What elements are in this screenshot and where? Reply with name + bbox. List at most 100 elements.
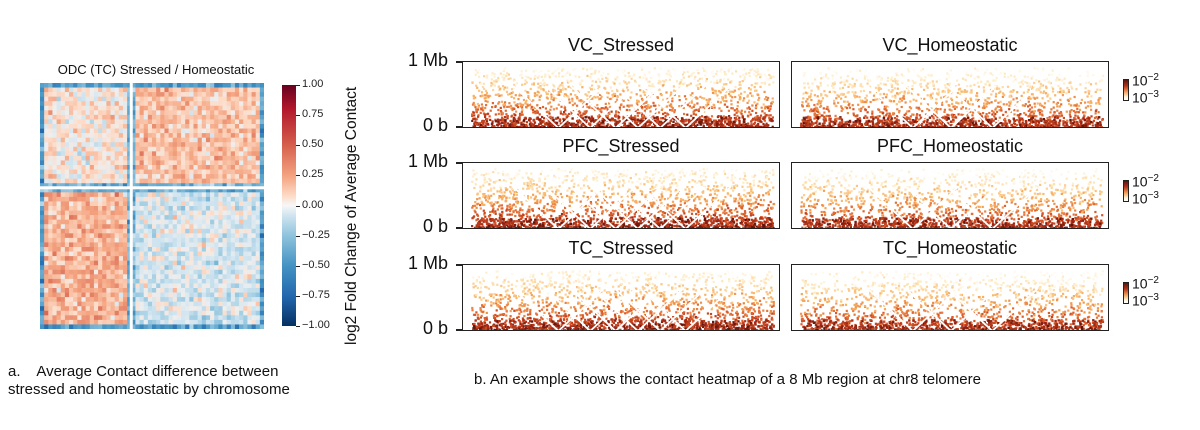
heatmap-cell: [131, 260, 136, 266]
heatmap-cell: [77, 260, 82, 266]
heatmap-cell: [251, 160, 257, 166]
heatmap-cell: [181, 247, 186, 252]
heatmap-cell: [143, 315, 149, 321]
heatmap-cell: [218, 101, 223, 107]
heatmap-cell: [135, 265, 140, 271]
contact-pixel: [772, 75, 775, 78]
heatmap-cell: [143, 201, 149, 207]
contact-pixel: [756, 102, 759, 105]
heatmap-cell: [255, 206, 261, 211]
heatmap-cell: [102, 192, 107, 198]
heatmap-cell: [44, 278, 49, 284]
heatmap-cell: [214, 183, 219, 189]
contact-pixel: [769, 76, 772, 79]
contact-pixel: [586, 74, 589, 77]
heatmap-cell: [201, 92, 207, 97]
contact-pixel: [600, 95, 603, 98]
heatmap-cell: [205, 242, 211, 248]
contact-pixel: [500, 94, 503, 97]
heatmap-cell: [193, 283, 198, 289]
heatmap-cell: [255, 228, 261, 234]
contact-pixel: [683, 67, 686, 70]
contact-pixel: [658, 88, 661, 91]
heatmap-cell: [69, 192, 74, 198]
heatmap-cell: [230, 269, 236, 275]
heatmap-cell: [73, 151, 78, 157]
heatmap-cell: [197, 219, 203, 225]
heatmap-cell: [102, 251, 107, 257]
heatmap-cell: [73, 187, 78, 193]
contact-pixel: [578, 99, 581, 102]
heatmap-cell: [147, 151, 153, 157]
heatmap-cell: [259, 105, 264, 111]
heatmap-cell: [214, 324, 219, 329]
heatmap-cell: [89, 288, 95, 293]
heatmap-cell: [64, 278, 70, 284]
contact-pixel: [696, 83, 699, 86]
heatmap-cell: [98, 178, 103, 184]
heatmap-cell: [52, 92, 57, 97]
contact-pixel: [636, 99, 639, 102]
heatmap-cell: [131, 219, 136, 225]
heatmap-cell: [259, 247, 264, 252]
heatmap-cell: [255, 315, 261, 321]
unmappable-gap-line: [589, 85, 636, 127]
contact-pixel: [627, 98, 630, 101]
heatmap-cell: [197, 310, 203, 316]
contact-pixel: [711, 91, 715, 94]
heatmap-cell: [156, 210, 161, 216]
heatmap-cell: [193, 319, 198, 325]
heatmap-cell: [77, 265, 82, 271]
heatmap-cell: [64, 183, 70, 189]
heatmap-cell: [89, 247, 95, 252]
heatmap-cell: [52, 260, 57, 266]
contact-pixel: [634, 122, 637, 125]
heatmap-cell: [247, 215, 252, 220]
heatmap-cell: [168, 137, 174, 143]
heatmap-cell: [243, 83, 248, 88]
heatmap-cell: [172, 114, 178, 120]
heatmap-cell: [255, 260, 261, 266]
heatmap-cell: [52, 192, 57, 198]
heatmap-cell: [189, 183, 194, 189]
heatmap-cell: [214, 306, 219, 312]
heatmap-cell: [230, 233, 236, 239]
heatmap-cell: [106, 283, 111, 289]
heatmap-cell: [259, 319, 264, 325]
heatmap-cell: [135, 233, 140, 239]
contact-pixel: [762, 122, 765, 126]
contact-pixel: [564, 73, 567, 76]
diagonal-contact-pixel: [529, 117, 532, 120]
heatmap-cell: [102, 301, 107, 307]
contact-pixel: [728, 93, 731, 96]
heatmap-cell: [110, 210, 115, 216]
heatmap-cell: [218, 192, 223, 198]
heatmap-cell: [89, 174, 95, 179]
contact-pixel: [511, 91, 514, 94]
heatmap-cell: [176, 224, 182, 230]
heatmap-cell: [60, 124, 66, 129]
heatmap-cell: [222, 233, 227, 239]
contact-pixel: [753, 86, 756, 89]
heatmap-cell: [143, 119, 149, 125]
diagonal-contact-pixel: [482, 122, 485, 125]
heatmap-cell: [131, 233, 136, 239]
contact-pixel: [683, 112, 686, 116]
heatmap-cell: [255, 237, 261, 243]
heatmap-cell: [93, 319, 99, 325]
contact-pixel: [496, 79, 500, 82]
heatmap-cell: [110, 274, 115, 280]
heatmap-cell: [48, 128, 53, 134]
contact-pixel: [613, 92, 617, 96]
heatmap-cell: [243, 251, 248, 257]
heatmap-cell: [201, 146, 207, 152]
heatmap-cell: [64, 128, 70, 134]
heatmap-cell: [255, 292, 261, 298]
heatmap-cell: [131, 174, 136, 179]
heatmap-cell: [60, 128, 66, 134]
heatmap-cell: [118, 87, 124, 93]
contact-pixel: [564, 93, 568, 96]
heatmap-cell: [185, 306, 190, 312]
contact-pixel: [497, 112, 500, 115]
contact-pixel: [630, 116, 633, 119]
